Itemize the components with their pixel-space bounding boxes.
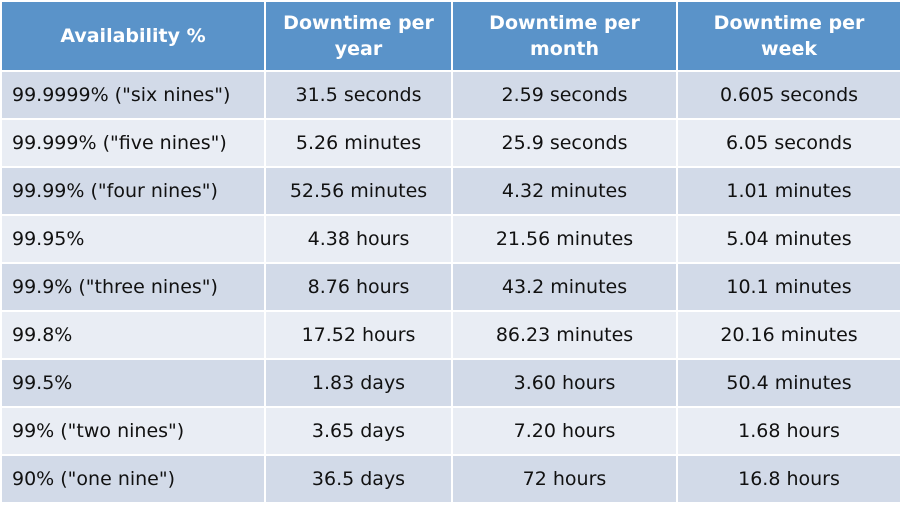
downtime-year-cell: 8.76 hours [264,262,453,312]
downtime-year-cell: 36.5 days [264,454,453,504]
downtime-year-cell: 1.83 days [264,358,453,408]
downtime-week-cell: 50.4 minutes [676,358,900,408]
downtime-week-cell: 16.8 hours [676,454,900,504]
header-downtime-week: Downtime per week [676,0,900,72]
downtime-year-cell: 31.5 seconds [264,70,453,120]
availability-cell: 99.9999% ("six nines") [0,70,266,120]
downtime-month-cell: 2.59 seconds [451,70,678,120]
downtime-month-cell: 7.20 hours [451,406,678,456]
header-availability: Availability % [0,0,266,72]
downtime-week-cell: 0.605 seconds [676,70,900,120]
table-row: 99.99% ("four nines") 52.56 minutes 4.32 m… [0,166,900,216]
availability-table: Availability % Downtime per year Downtim… [0,0,900,504]
downtime-month-cell: 21.56 minutes [451,214,678,264]
availability-cell: 99.95% [0,214,266,264]
availability-cell: 99.999% ("five nines") [0,118,266,168]
table-row: 99.9999% ("six nines") 31.5 seconds 2.59 s… [0,70,900,120]
downtime-year-cell: 5.26 minutes [264,118,453,168]
downtime-week-cell: 6.05 seconds [676,118,900,168]
header-downtime-year: Downtime per year [264,0,453,72]
table-row: 99% ("two nines") 3.65 days 7.20 hours 1.68… [0,406,900,456]
downtime-week-cell: 20.16 minutes [676,310,900,360]
table-row: 90% ("one nine") 36.5 days 72 hours 16.8 ho… [0,454,900,504]
downtime-week-cell: 10.1 minutes [676,262,900,312]
downtime-year-cell: 3.65 days [264,406,453,456]
downtime-month-cell: 86.23 minutes [451,310,678,360]
downtime-week-cell: 1.01 minutes [676,166,900,216]
table-row: 99.95% 4.38 hours 21.56 minutes 5.04 minute… [0,214,900,264]
availability-cell: 99.99% ("four nines") [0,166,266,216]
header-row: Availability % Downtime per year Downtim… [0,0,900,72]
downtime-year-cell: 52.56 minutes [264,166,453,216]
availability-cell: 99.8% [0,310,266,360]
downtime-month-cell: 3.60 hours [451,358,678,408]
availability-cell: 99.5% [0,358,266,408]
availability-cell: 99.9% ("three nines") [0,262,266,312]
availability-cell: 90% ("one nine") [0,454,266,504]
table-row: 99.9% ("three nines") 8.76 hours 43.2 minu… [0,262,900,312]
table-row: 99.8% 17.52 hours 86.23 minutes 20.16 minut… [0,310,900,360]
downtime-week-cell: 5.04 minutes [676,214,900,264]
availability-cell: 99% ("two nines") [0,406,266,456]
table-row: 99.5% 1.83 days 3.60 hours 50.4 minutes [0,358,900,408]
header-downtime-month: Downtime per month [451,0,678,72]
downtime-month-cell: 25.9 seconds [451,118,678,168]
downtime-week-cell: 1.68 hours [676,406,900,456]
downtime-year-cell: 4.38 hours [264,214,453,264]
downtime-month-cell: 43.2 minutes [451,262,678,312]
downtime-month-cell: 4.32 minutes [451,166,678,216]
table-row: 99.999% ("five nines") 5.26 minutes 25.9 s… [0,118,900,168]
downtime-month-cell: 72 hours [451,454,678,504]
downtime-year-cell: 17.52 hours [264,310,453,360]
